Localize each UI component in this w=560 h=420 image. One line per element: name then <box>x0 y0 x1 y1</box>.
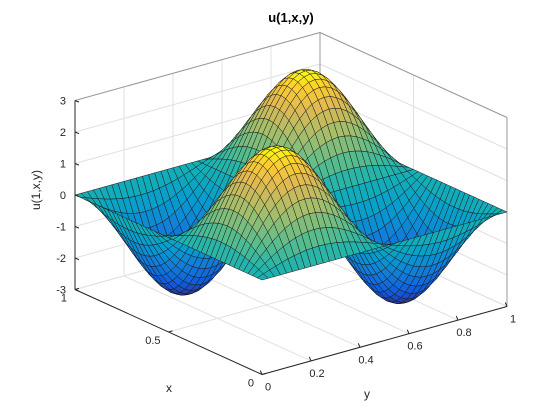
y-tick-label: 0.2 <box>309 368 324 380</box>
z-tick-label: 0 <box>60 190 66 202</box>
z-tick-mark <box>74 194 80 198</box>
y-axis-label: y <box>364 387 370 401</box>
x-tick-mark <box>168 330 173 333</box>
chart-title: u(1,x,y) <box>268 10 314 25</box>
x-tick-mark <box>74 287 80 290</box>
z-tick-label: 3 <box>60 96 66 108</box>
surface <box>74 68 508 305</box>
y-tick-mark <box>357 343 361 348</box>
z-tick-mark <box>74 100 80 103</box>
z-tick-label: 2 <box>60 127 66 139</box>
z-tick-mark <box>74 163 80 166</box>
y-axis-line <box>261 306 508 375</box>
box-edge <box>319 32 508 118</box>
tick-labels: -3 -2 -1 0 1 2 3 0 0.5 1 0 0.2 0.4 0.6 0.8 1 <box>56 96 516 394</box>
x-tick-label: 0.5 <box>145 335 160 347</box>
x-tick-label: 0 <box>248 378 254 390</box>
z-tick-mark <box>74 226 80 229</box>
y-tick-label: 1 <box>510 314 516 326</box>
y-tick-label: 0.8 <box>456 327 471 339</box>
box-edge <box>74 32 321 101</box>
gridline-y <box>123 275 312 362</box>
y-tick-label: 0 <box>265 382 271 394</box>
y-tick-mark <box>259 370 263 375</box>
z-tick-label: 1 <box>60 159 66 171</box>
z-tick-label: -2 <box>56 253 66 265</box>
z-tick-mark <box>74 257 80 261</box>
y-tick-mark <box>504 302 508 307</box>
y-tick-label: 0.6 <box>407 341 422 353</box>
y-tick-label: 0.4 <box>358 354 373 366</box>
surface-patch <box>256 273 269 281</box>
y-tick-mark <box>406 329 410 334</box>
z-tick-mark <box>74 131 80 135</box>
gridline-z <box>74 63 321 133</box>
y-tick-mark <box>308 356 312 362</box>
z-tick-label: -1 <box>56 222 66 234</box>
y-tick-mark <box>455 315 459 321</box>
z-axis-label: u(1,x,y) <box>29 170 43 210</box>
x-axis-label: x <box>166 381 172 395</box>
x-tick-label: 1 <box>61 293 67 305</box>
z-tick-label: -3 <box>56 285 66 297</box>
x-tick-mark <box>261 372 267 375</box>
